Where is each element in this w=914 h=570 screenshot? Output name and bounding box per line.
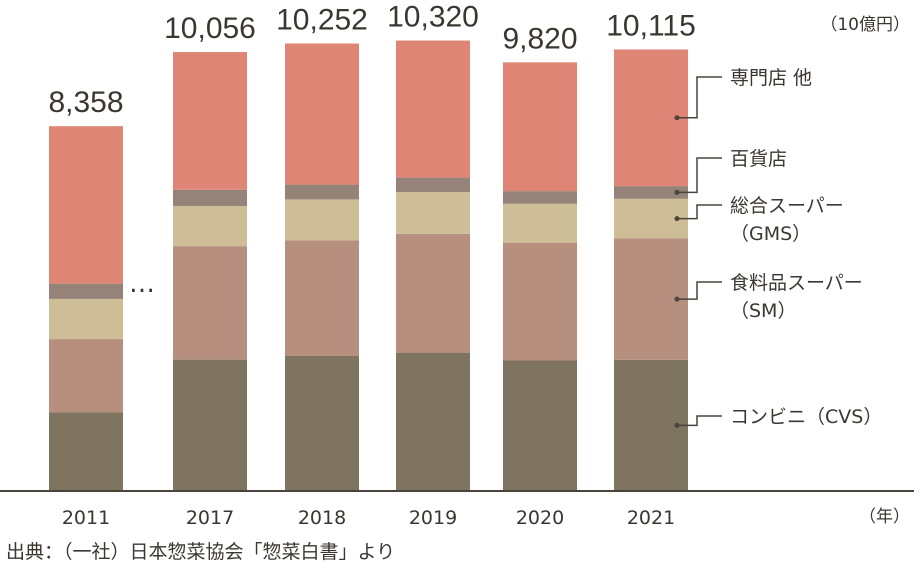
legend-leader-line-specialty [677, 76, 722, 119]
total-label-2021: 10,115 [606, 9, 696, 42]
bar-segment-gms-2018 [285, 199, 359, 241]
gap-marker: … [129, 269, 155, 299]
legend-label-sm-line2: （SM） [730, 300, 796, 322]
total-label-2019: 10,320 [387, 1, 479, 34]
bar-segment-cvs-2011 [49, 412, 123, 491]
bar-segment-dept-2019 [396, 177, 470, 192]
total-label-2011: 8,358 [48, 86, 123, 119]
legend-leader-line-dept [677, 157, 722, 194]
bar-segment-dept-2021 [614, 186, 688, 199]
bar-segment-specialty-2019 [396, 40, 470, 178]
bar-segment-cvs-2020 [503, 360, 577, 491]
bar-segment-dept-2020 [503, 191, 577, 204]
value-unit-label: （10億円） [820, 15, 910, 35]
bar-segment-dept-2011 [49, 283, 123, 299]
bar-segment-gms-2020 [503, 203, 577, 243]
legend-leader-line-gms [677, 204, 722, 220]
total-label-2018: 10,252 [276, 4, 368, 37]
bar-segment-gms-2019 [396, 191, 470, 234]
bar-segment-specialty-2011 [49, 126, 123, 284]
bar-segment-specialty-2018 [285, 43, 359, 185]
legend-label-sm: 食料品スーパー [730, 272, 863, 294]
bars-layer [49, 40, 688, 491]
bar-segment-sm-2019 [396, 233, 470, 353]
legend-label-gms-line2: （GMS） [730, 223, 811, 245]
bar-segment-cvs-2018 [285, 355, 359, 491]
bar-segment-sm-2011 [49, 339, 123, 413]
bar-segment-cvs-2019 [396, 352, 470, 491]
source-note: 出典：（一社）日本惣菜協会「惣菜白書」より [6, 541, 395, 563]
year-label-2018: 2018 [298, 507, 346, 529]
legend-leader-line-cvs [677, 415, 722, 427]
legend-label-specialty: 専門店 他 [730, 67, 812, 89]
year-unit-label: （年） [859, 507, 910, 527]
year-label-2021: 2021 [627, 507, 675, 529]
legend-label-cvs: コンビニ（CVS） [730, 406, 882, 428]
bar-segment-dept-2017 [173, 189, 247, 206]
year-label-2017: 2017 [186, 507, 234, 529]
year-label-2011: 2011 [62, 507, 110, 529]
bar-segment-dept-2018 [285, 184, 359, 200]
bar-segment-specialty-2020 [503, 62, 577, 192]
total-label-2020: 9,820 [502, 22, 577, 55]
year-label-2020: 2020 [516, 507, 564, 529]
bar-segment-sm-2017 [173, 246, 247, 360]
year-label-2019: 2019 [409, 507, 457, 529]
year-labels-layer: 2011 2017 2018 2019 2020 2021 [62, 507, 675, 529]
bar-segment-sm-2018 [285, 240, 359, 356]
legend-label-gms: 総合スーパー [730, 195, 844, 217]
bar-segment-gms-2011 [49, 298, 123, 340]
bar-segment-gms-2017 [173, 205, 247, 247]
bar-segment-cvs-2017 [173, 359, 247, 491]
total-label-2017: 10,056 [164, 12, 256, 45]
bar-segment-sm-2020 [503, 242, 577, 361]
totals-layer: 8,358 10,056 10,252 10,320 9,820 10,115 [48, 1, 695, 120]
legend-leader-line-sm [677, 281, 722, 300]
bar-segment-specialty-2017 [173, 52, 247, 190]
legend-label-dept: 百貨店 [730, 148, 787, 170]
